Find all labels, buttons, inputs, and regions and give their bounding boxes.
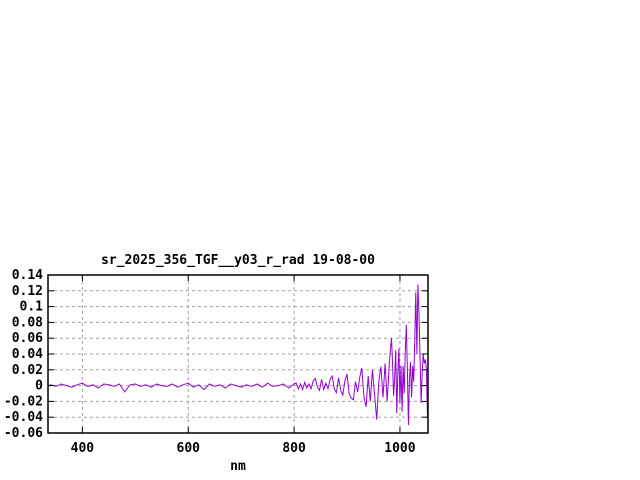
series-layer — [48, 284, 428, 426]
y-tick-label: 0.04 — [12, 347, 43, 362]
y-tick-label: 0.02 — [12, 363, 43, 378]
grid-layer — [48, 275, 428, 433]
y-tick-label: -0.06 — [4, 426, 43, 441]
chart-title: sr_2025_356_TGF__y03_r_rad 19-08-00 — [101, 253, 375, 268]
y-tick-label: 0.12 — [12, 284, 43, 299]
plot-border — [47, 274, 429, 434]
series-line — [48, 284, 428, 426]
y-tick-label: 0.1 — [20, 300, 44, 315]
y-tick-label: 0.06 — [12, 331, 43, 346]
y-tick-label: 0.08 — [12, 315, 43, 330]
y-tick-label: 0.14 — [12, 268, 43, 283]
x-axis-label: nm — [230, 459, 246, 474]
x-tick-label: 800 — [282, 441, 306, 456]
x-tick-label: 600 — [177, 441, 201, 456]
y-tick-label: -0.02 — [4, 394, 43, 409]
y-tick-label: 0 — [35, 379, 43, 394]
x-tick-label: 400 — [71, 441, 95, 456]
x-tick-label: 1000 — [384, 441, 415, 456]
axis-layer — [47, 274, 429, 434]
y-tick-label: -0.04 — [4, 410, 43, 425]
tick-label-layer: 400 600 800 1000 0.140.120.10.080.060.040.02… — [4, 268, 416, 456]
